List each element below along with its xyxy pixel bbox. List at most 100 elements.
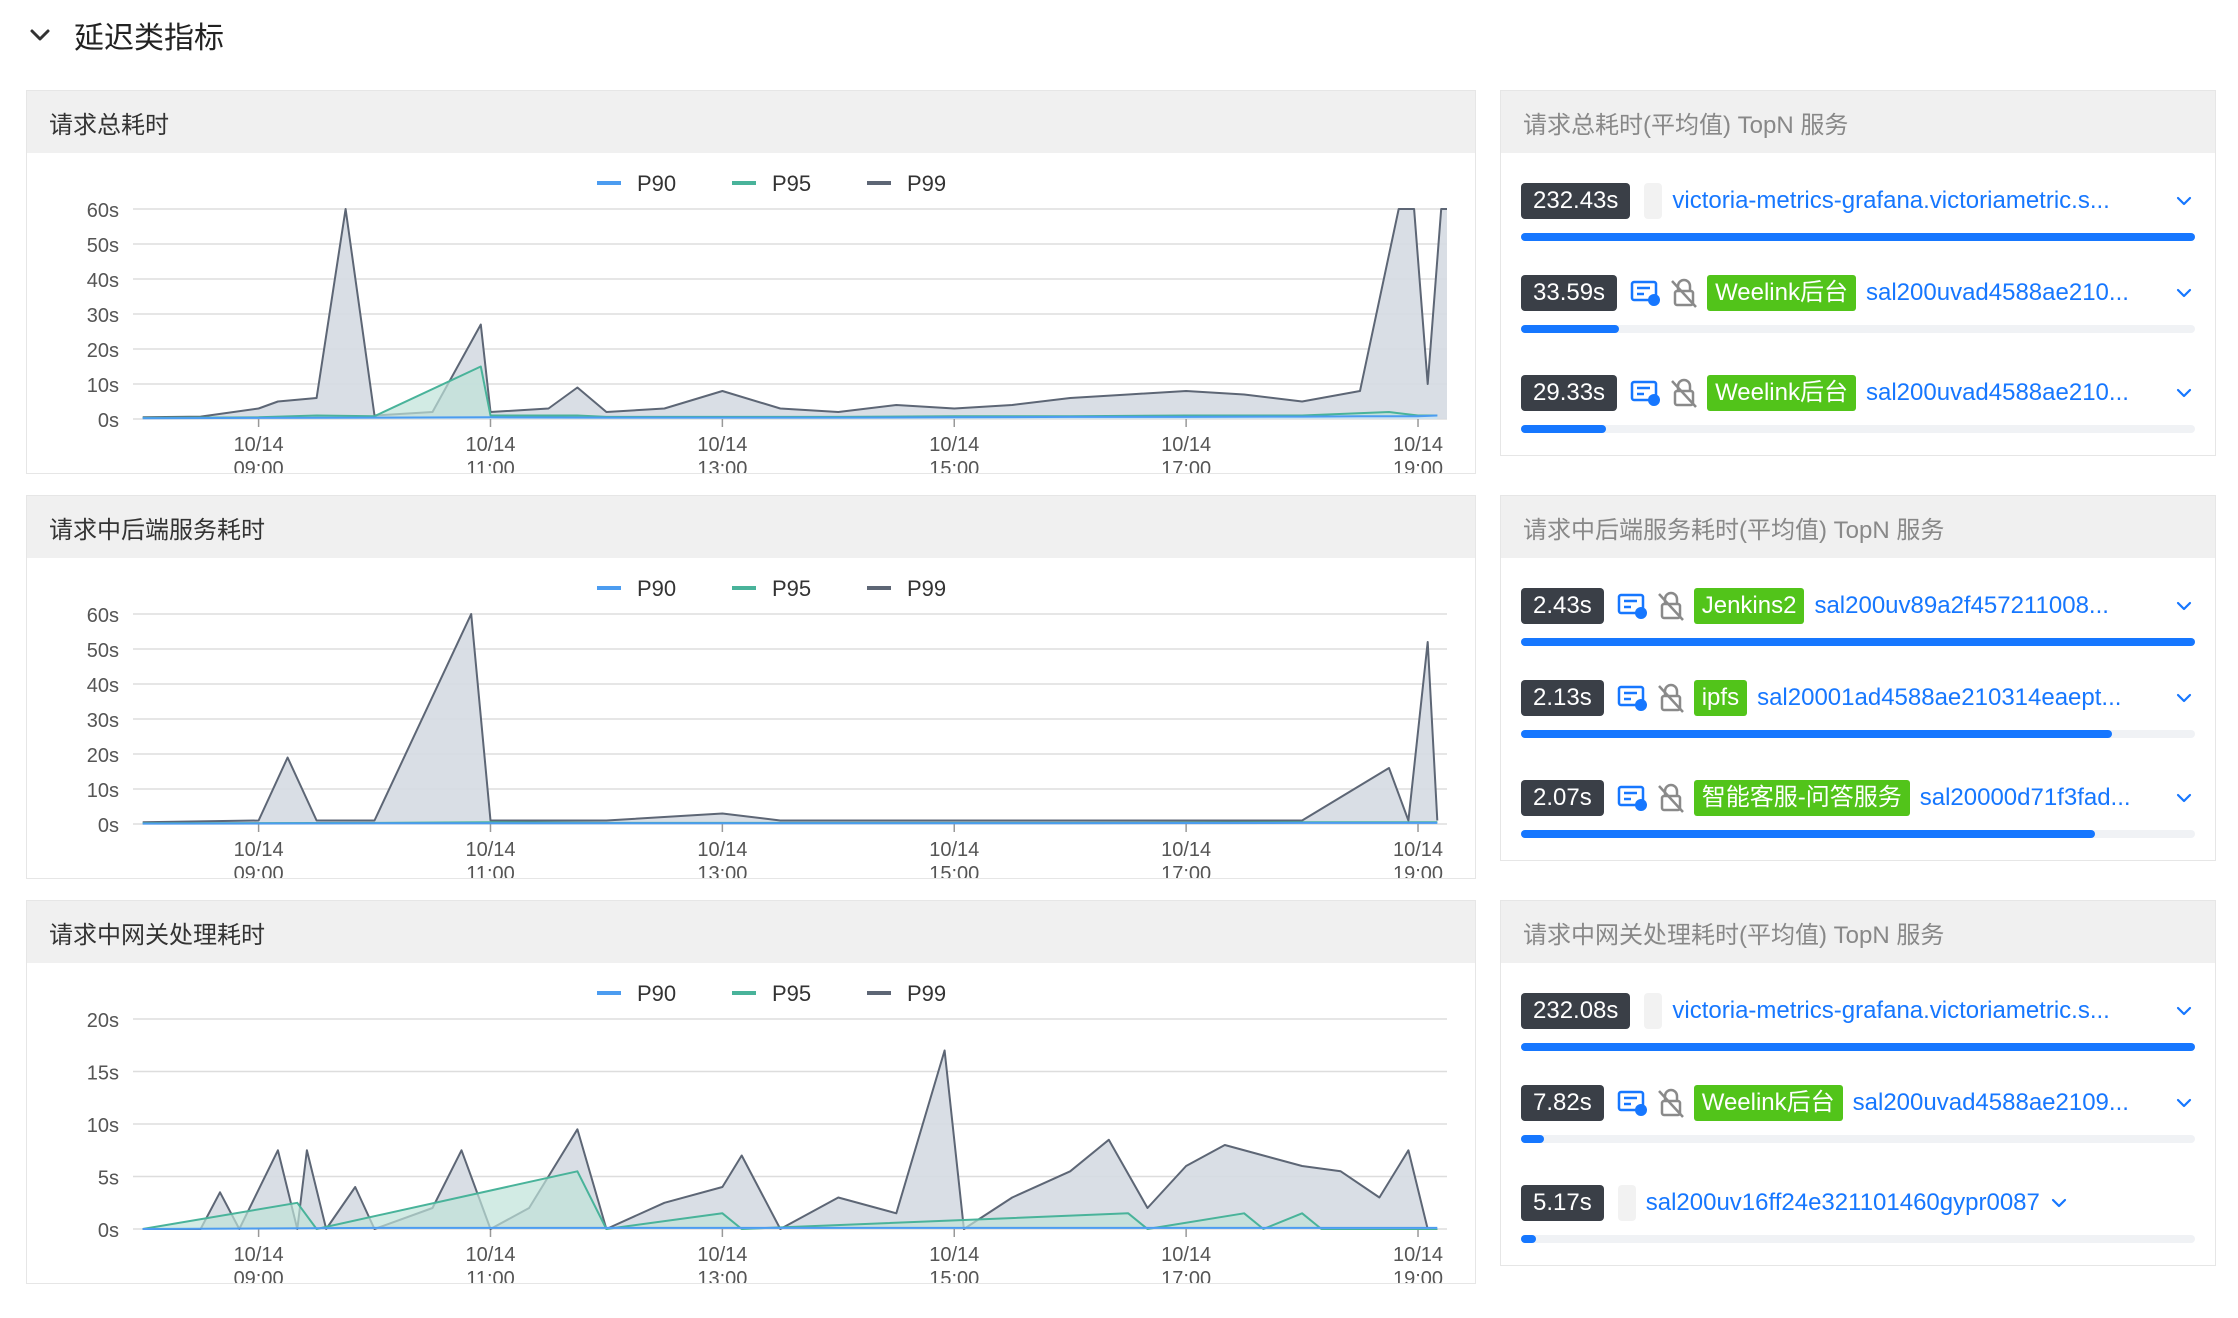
- series-line-p99[interactable]: [142, 208, 1447, 419]
- progress-fill: [1521, 1043, 2195, 1051]
- latency-chart-backend[interactable]: 60s 50s 40s 30s 20s 10s 0s 10/14 09:00 10/14 11:00…: [27, 558, 1475, 878]
- x-tick-date: 10/14: [1161, 839, 1211, 861]
- x-tick-date: 10/14: [465, 1244, 515, 1266]
- topn-row[interactable]: 29.33s Weelink后台 sal200uvad4588ae210...: [1521, 367, 2195, 455]
- progress-track: [1521, 830, 2195, 838]
- x-tick-time: 09:00: [234, 863, 284, 878]
- empty-tag-placeholder: [1644, 183, 1663, 219]
- service-name-link[interactable]: victoria-metrics-grafana.victoriametric.…: [1672, 187, 2110, 214]
- lock-disabled-icon: [1657, 683, 1684, 713]
- chart-title: 请求中后端服务耗时: [27, 496, 1475, 558]
- topn-row[interactable]: 7.82s Weelink后台 sal200uvad4588ae2109...: [1521, 1077, 2195, 1165]
- chevron-down-icon[interactable]: [2173, 1000, 2195, 1022]
- service-name-link[interactable]: sal200uvad4588ae210...: [1866, 279, 2129, 306]
- service-name-link[interactable]: sal200uv89a2f457211008...: [1814, 592, 2109, 619]
- y-tick-label: 20s: [87, 745, 119, 767]
- section-header[interactable]: 延迟类指标: [26, 12, 224, 58]
- service-name-link[interactable]: sal20001ad4588ae210314eaept...: [1757, 684, 2122, 711]
- legend-label[interactable]: P99: [907, 981, 946, 1006]
- legend-label[interactable]: P90: [637, 981, 676, 1006]
- service-name-link[interactable]: sal200uvad4588ae210...: [1866, 379, 2129, 406]
- y-tick-label: 40s: [87, 270, 119, 292]
- chart-title: 请求中网关处理耗时: [27, 901, 1475, 963]
- latency-chart-gateway[interactable]: 20s 15s 10s 5s 0s 10/14 09:00 10/14 11:00 10/14 13…: [27, 963, 1475, 1283]
- topn-row[interactable]: 2.07s 智能客服-问答服务 sal20000d71f3fad...: [1521, 772, 2195, 860]
- x-tick-date: 10/14: [697, 1244, 747, 1266]
- x-tick-date: 10/14: [697, 839, 747, 861]
- latency-value-badge: 2.07s: [1521, 780, 1604, 816]
- topn-row-content: 2.13s ipfs sal20001ad4588ae210314eaept...: [1521, 678, 2195, 718]
- certificate-icon: [1617, 1090, 1647, 1116]
- topn-row-content: 29.33s Weelink后台 sal200uvad4588ae210...: [1521, 373, 2195, 413]
- x-tick-time: 15:00: [929, 458, 979, 473]
- y-tick-label: 60s: [87, 200, 119, 222]
- latency-chart-total[interactable]: 60s 50s 40s 30s 20s 10s 0s 10/14 09:00 10/14 11:00…: [27, 153, 1475, 473]
- series-area-p95: [142, 366, 1438, 419]
- latency-value-badge: 2.43s: [1521, 588, 1604, 624]
- certificate-icon: [1617, 785, 1647, 811]
- progress-track: [1521, 638, 2195, 646]
- topn-row[interactable]: 232.08s victoria-metrics-grafana.victoria…: [1521, 985, 2195, 1073]
- x-tick-date: 10/14: [929, 1244, 979, 1266]
- series-line-p95[interactable]: [142, 1170, 1438, 1230]
- y-tick-label: 0s: [98, 410, 119, 432]
- chevron-down-icon[interactable]: [2173, 595, 2195, 617]
- topn-row-content: 232.08s victoria-metrics-grafana.victoria…: [1521, 991, 2195, 1031]
- topn-row[interactable]: 33.59s Weelink后台 sal200uvad4588ae210...: [1521, 267, 2195, 355]
- chevron-down-icon[interactable]: [2173, 1092, 2195, 1114]
- latency-value-badge: 5.17s: [1521, 1185, 1604, 1221]
- topn-panel-gateway: 请求中网关处理耗时(平均值) TopN 服务 232.08s victoria-m…: [1500, 900, 2216, 1266]
- y-tick-label: 60s: [87, 605, 119, 627]
- x-tick-time: 13:00: [697, 458, 747, 473]
- progress-fill: [1521, 830, 2096, 838]
- legend-label[interactable]: P95: [772, 576, 811, 601]
- x-tick-date: 10/14: [1393, 1244, 1443, 1266]
- topn-title: 请求中后端服务耗时(平均值) TopN 服务: [1501, 496, 2215, 558]
- y-tick-label: 30s: [87, 710, 119, 732]
- y-tick-label: 0s: [98, 1220, 119, 1242]
- progress-track: [1521, 425, 2195, 433]
- series-line-p90[interactable]: [142, 414, 1438, 420]
- topn-row-content: 232.43s victoria-metrics-grafana.victoria…: [1521, 181, 2195, 221]
- series-line-p90[interactable]: [142, 821, 1438, 825]
- x-tick-date: 10/14: [1161, 1244, 1211, 1266]
- legend-label[interactable]: P95: [772, 171, 811, 196]
- chevron-down-icon[interactable]: [26, 21, 54, 49]
- legend-label[interactable]: P95: [772, 981, 811, 1006]
- series-area-p99: [142, 614, 1438, 824]
- chevron-down-icon[interactable]: [2048, 1192, 2070, 1214]
- x-tick-date: 10/14: [1393, 839, 1443, 861]
- legend-label[interactable]: P90: [637, 171, 676, 196]
- topn-row[interactable]: 2.13s ipfs sal20001ad4588ae210314eaept...: [1521, 672, 2195, 760]
- lock-disabled-icon: [1671, 378, 1697, 408]
- series-line-p99[interactable]: [142, 613, 1439, 824]
- series-line-p90[interactable]: [142, 1226, 1438, 1230]
- chevron-down-icon[interactable]: [2173, 190, 2195, 212]
- service-name-link[interactable]: victoria-metrics-grafana.victoriametric.…: [1672, 997, 2110, 1024]
- x-tick-time: 15:00: [929, 1268, 979, 1283]
- legend-label[interactable]: P99: [907, 171, 946, 196]
- series-line-p99[interactable]: [142, 1049, 1438, 1230]
- progress-track: [1521, 325, 2195, 333]
- topn-row[interactable]: 5.17s sal200uv16ff24e321101460gypr0087: [1521, 1177, 2195, 1265]
- service-name-link[interactable]: sal200uv16ff24e321101460gypr0087: [1645, 1189, 2040, 1216]
- topn-list: 2.43s Jenkins2 sal200uv89a2f457211008... 2.…: [1501, 558, 2215, 860]
- chevron-down-icon[interactable]: [2173, 787, 2195, 809]
- service-name-link[interactable]: sal200uvad4588ae2109...: [1852, 1089, 2129, 1116]
- chevron-down-icon[interactable]: [2173, 382, 2195, 404]
- legend-label[interactable]: P90: [637, 576, 676, 601]
- x-tick-time: 13:00: [697, 863, 747, 878]
- topn-row[interactable]: 2.43s Jenkins2 sal200uv89a2f457211008...: [1521, 580, 2195, 668]
- topn-list: 232.43s victoria-metrics-grafana.victoria…: [1501, 153, 2215, 455]
- x-tick-date: 10/14: [234, 839, 284, 861]
- service-name-link[interactable]: sal20000d71f3fad...: [1919, 784, 2131, 811]
- topn-row-content: 2.43s Jenkins2 sal200uv89a2f457211008...: [1521, 586, 2195, 626]
- lock-disabled-icon: [1671, 278, 1697, 308]
- y-tick-label: 20s: [87, 1010, 119, 1032]
- chevron-down-icon[interactable]: [2173, 282, 2195, 304]
- legend-label[interactable]: P99: [907, 576, 946, 601]
- chevron-down-icon[interactable]: [2173, 687, 2195, 709]
- chart-panel-backend-latency: 请求中后端服务耗时 60s 50s 40s 30s 20s 10s 0s 10/14 09:00…: [26, 495, 1476, 879]
- topn-row[interactable]: 232.43s victoria-metrics-grafana.victoria…: [1521, 175, 2195, 263]
- service-tag: Weelink后台: [1707, 275, 1856, 311]
